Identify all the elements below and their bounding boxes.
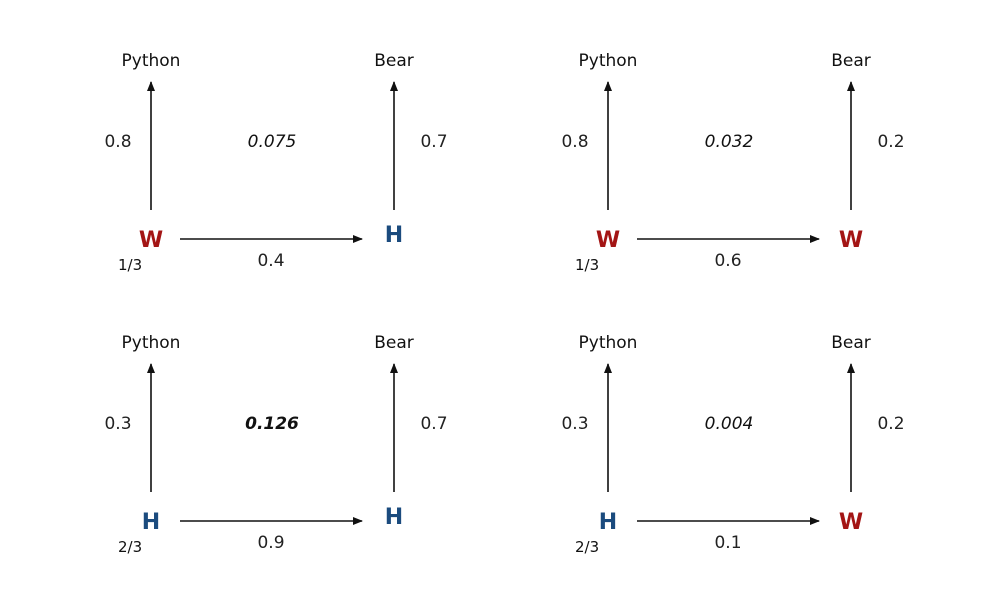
- sequence-probability: 0.004: [705, 414, 754, 434]
- transition-prob: 0.9: [257, 533, 284, 553]
- hidden-state-right: W: [839, 510, 863, 535]
- sequence-probability: 0.032: [705, 132, 754, 152]
- hidden-state-left: W: [139, 228, 163, 253]
- panel-bottom-left: Python Bear 0.3 0.7 0.126 H H 0.9 2/3: [104, 333, 447, 556]
- emission-prob-right: 0.7: [420, 132, 447, 152]
- hidden-state-left: H: [142, 510, 160, 535]
- hidden-state-right: W: [839, 228, 863, 253]
- panel-bottom-right: Python Bear 0.3 0.2 0.004 H W 0.1 2/3: [561, 333, 904, 556]
- emission-prob-right: 0.7: [420, 414, 447, 434]
- sequence-probability: 0.126: [245, 414, 299, 434]
- hidden-state-right: H: [385, 223, 403, 248]
- emission-prob-right: 0.2: [877, 414, 904, 434]
- panel-top-right: Python Bear 0.8 0.2 0.032 W W 0.6 1/3: [561, 51, 904, 274]
- initial-prob: 2/3: [575, 538, 599, 556]
- emission-prob-right: 0.2: [877, 132, 904, 152]
- sequence-probability: 0.075: [248, 132, 297, 152]
- initial-prob: 1/3: [575, 256, 599, 274]
- observation-right: Bear: [831, 333, 871, 353]
- observation-left: Python: [122, 333, 181, 353]
- observation-right: Bear: [831, 51, 871, 71]
- panel-top-left: Python Bear 0.8 0.7 0.075 W H 0.4 1/3: [104, 51, 447, 274]
- initial-prob: 1/3: [118, 256, 142, 274]
- emission-prob-left: 0.8: [104, 132, 131, 152]
- observation-left: Python: [579, 333, 638, 353]
- transition-prob: 0.1: [714, 533, 741, 553]
- emission-prob-left: 0.3: [104, 414, 131, 434]
- transition-prob: 0.6: [714, 251, 741, 271]
- hidden-state-right: H: [385, 505, 403, 530]
- observation-left: Python: [122, 51, 181, 71]
- transition-prob: 0.4: [257, 251, 284, 271]
- emission-prob-left: 0.3: [561, 414, 588, 434]
- observation-right: Bear: [374, 51, 414, 71]
- emission-prob-left: 0.8: [561, 132, 588, 152]
- observation-left: Python: [579, 51, 638, 71]
- hidden-state-left: H: [599, 510, 617, 535]
- initial-prob: 2/3: [118, 538, 142, 556]
- hidden-state-left: W: [596, 228, 620, 253]
- observation-right: Bear: [374, 333, 414, 353]
